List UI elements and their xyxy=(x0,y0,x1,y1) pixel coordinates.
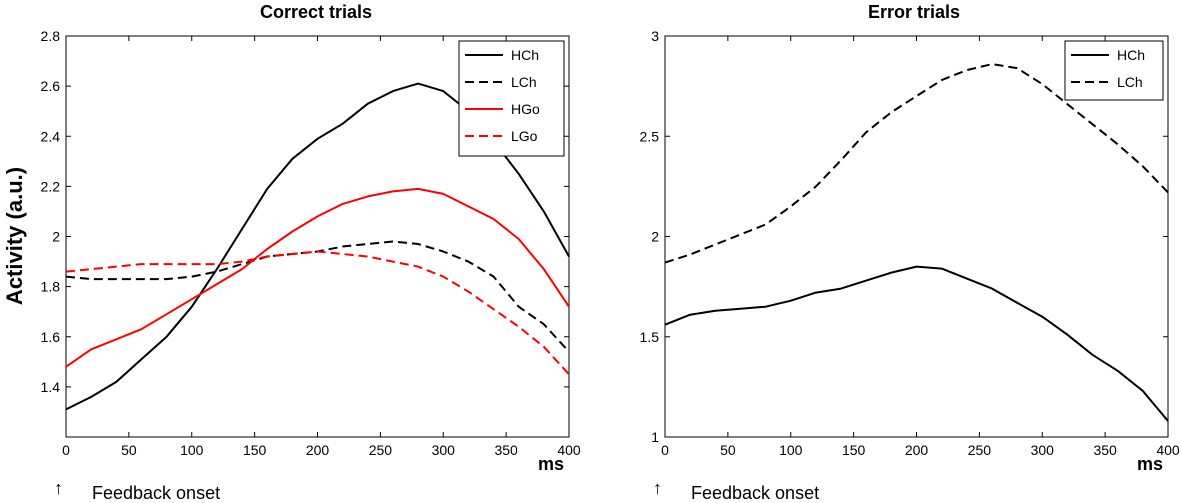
correct-trials-series-hgo xyxy=(65,187,570,368)
error-trials-title: Error trials xyxy=(868,2,960,22)
correct-trials-x-tick-label: 100 xyxy=(180,442,204,458)
correct-trials-y-ticks: 1.4 1.6 1.8 2 2.2 2.4 2.6 2.8 xyxy=(41,28,569,395)
correct-trials-series-lgo xyxy=(65,250,570,375)
correct-trials-legend-label-lch: LCh xyxy=(511,74,537,90)
error-trials-x-axis-label: ms xyxy=(1137,454,1163,474)
error-trials-legend-label-lch: LCh xyxy=(1117,74,1143,90)
error-trials-y-tick-label: 2 xyxy=(651,229,659,245)
correct-trials-onset-label: Feedback onset xyxy=(92,483,220,503)
correct-trials-x-tick-label: 200 xyxy=(306,442,330,458)
error-trials-onset-label: Feedback onset xyxy=(691,483,819,503)
error-trials-y-ticks: 1 1.5 2 2.5 3 xyxy=(640,28,1168,445)
error-trials-x-ticks: 0 50 100 150 200 250 300 350 400 xyxy=(661,36,1180,458)
correct-trials-x-tick-label: 350 xyxy=(494,442,518,458)
correct-trials-y-tick-label: 2.8 xyxy=(41,28,61,44)
error-trials-series-lch xyxy=(664,63,1169,264)
correct-trials-legend-box xyxy=(458,40,565,157)
correct-trials-x-tick-label: 300 xyxy=(432,442,456,458)
correct-trials-x-tick-label: 400 xyxy=(557,442,581,458)
correct-trials-title: Correct trials xyxy=(260,2,372,22)
correct-trials-y-tick-label: 2 xyxy=(52,229,60,245)
correct-trials-y-tick-label: 2.6 xyxy=(41,78,61,94)
correct-trials-y-tick-label: 2.2 xyxy=(41,178,61,194)
error-trials-series-hch xyxy=(664,265,1169,422)
error-trials-x-tick-label: 200 xyxy=(905,442,929,458)
correct-trials-y-tick-label: 1.6 xyxy=(41,329,61,345)
error-trials-panel: Error trials 1 1.5 2 2.5 3 0 50 100 150 200 250 30… xyxy=(640,2,1180,503)
error-trials-x-tick-label: 50 xyxy=(720,442,736,458)
error-trials-y-tick-label: 3 xyxy=(651,28,659,44)
error-trials-x-tick-label: 0 xyxy=(661,442,669,458)
error-trials-y-tick-label: 1 xyxy=(651,429,659,445)
correct-trials-legend: HCh LCh HGo LGo xyxy=(458,40,565,157)
correct-trials-x-tick-label: 0 xyxy=(62,442,70,458)
error-trials-y-tick-label: 1.5 xyxy=(640,329,660,345)
correct-trials-x-axis-label: ms xyxy=(538,454,564,474)
error-trials-x-tick-label: 150 xyxy=(842,442,866,458)
correct-trials-y-tick-label: 1.4 xyxy=(41,379,61,395)
error-trials-x-tick-label: 100 xyxy=(779,442,803,458)
error-trials-x-tick-label: 350 xyxy=(1093,442,1117,458)
correct-trials-x-tick-label: 250 xyxy=(369,442,393,458)
error-trials-legend-box xyxy=(1064,40,1164,101)
correct-trials-x-tick-label: 150 xyxy=(243,442,267,458)
error-trials-onset-arrow-icon: ↑ xyxy=(653,478,662,498)
correct-trials-x-tick-label: 50 xyxy=(121,442,137,458)
correct-trials-legend-label-hch: HCh xyxy=(511,47,539,63)
error-trials-y-tick-label: 2.5 xyxy=(640,128,660,144)
error-trials-x-tick-label: 400 xyxy=(1156,442,1180,458)
error-trials-x-tick-label: 300 xyxy=(1031,442,1055,458)
error-trials-legend: HCh LCh xyxy=(1064,40,1164,101)
correct-trials-legend-label-hgo: HGo xyxy=(511,101,540,117)
correct-trials-panel: Correct trials 1.4 1.6 1.8 2 2.2 2.4 2.6 2.8 0 5… xyxy=(41,2,581,503)
correct-trials-y-tick-label: 2.4 xyxy=(41,128,61,144)
correct-trials-onset-arrow-icon: ↑ xyxy=(54,478,63,498)
correct-trials-legend-label-lgo: LGo xyxy=(511,128,538,144)
error-trials-series xyxy=(664,63,1169,422)
error-trials-legend-label-hch: HCh xyxy=(1117,47,1145,63)
error-trials-x-tick-label: 250 xyxy=(968,442,992,458)
correct-trials-x-ticks: 0 50 100 150 200 250 300 350 400 xyxy=(62,36,581,458)
correct-trials-y-tick-label: 1.8 xyxy=(41,279,61,295)
correct-trials-series-lch xyxy=(65,240,570,353)
y-axis-label: Activity (a.u.) xyxy=(2,167,27,305)
